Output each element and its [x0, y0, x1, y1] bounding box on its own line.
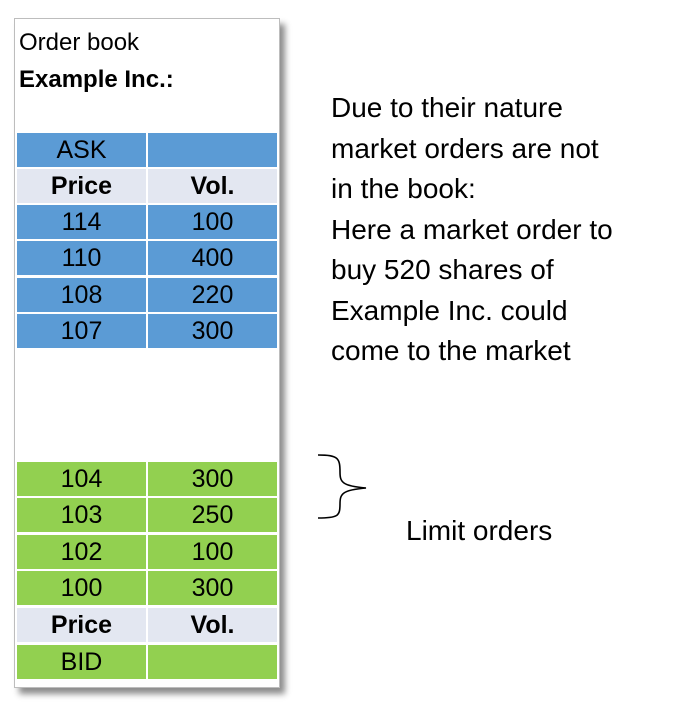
curly-brace-icon	[317, 454, 367, 519]
bid-header-vol: Vol.	[148, 608, 277, 642]
ask-vol: 220	[148, 278, 277, 312]
note-line: Here a market order to	[331, 213, 613, 245]
ask-price: 110	[17, 241, 146, 275]
bid-price: 103	[17, 498, 146, 532]
ask-header-vol: Vol.	[148, 169, 277, 203]
limit-orders-label: Limit orders	[406, 515, 553, 546]
order-book-panel: Order book Example Inc.: ASK Price Vol. …	[14, 18, 280, 688]
ask-header-price: Price	[17, 169, 146, 203]
ask-vol: 300	[148, 314, 277, 348]
bid-header-price: Price	[17, 608, 146, 642]
bid-label-empty	[148, 645, 277, 679]
note-line: buy 520 shares of	[331, 254, 554, 285]
order-book-title: Order book	[19, 29, 140, 56]
company-name: Example Inc.:	[19, 66, 174, 93]
bid-vol: 100	[148, 535, 277, 569]
bid-price: 100	[17, 571, 146, 605]
bid-price: 102	[17, 535, 146, 569]
note-line: in the book:	[331, 173, 476, 204]
note-line: Example Inc. could	[331, 294, 568, 326]
bid-vol: 300	[148, 571, 277, 605]
bid-label: BID	[17, 645, 146, 679]
ask-price: 114	[17, 205, 146, 239]
bid-price: 104	[17, 462, 146, 496]
market-order-note: Due to their nature market orders are no…	[331, 88, 613, 372]
note-line: come to the market	[331, 335, 571, 366]
ask-label: ASK	[17, 133, 146, 167]
ask-vol: 100	[148, 205, 277, 239]
ask-vol: 400	[148, 241, 277, 275]
note-line: Due to their nature	[331, 92, 563, 123]
note-line: market orders are not	[331, 132, 599, 164]
ask-label-empty	[148, 133, 277, 167]
ask-price: 107	[17, 314, 146, 348]
bid-vol: 250	[148, 498, 277, 532]
ask-price: 108	[17, 278, 146, 312]
bid-vol: 300	[148, 462, 277, 496]
